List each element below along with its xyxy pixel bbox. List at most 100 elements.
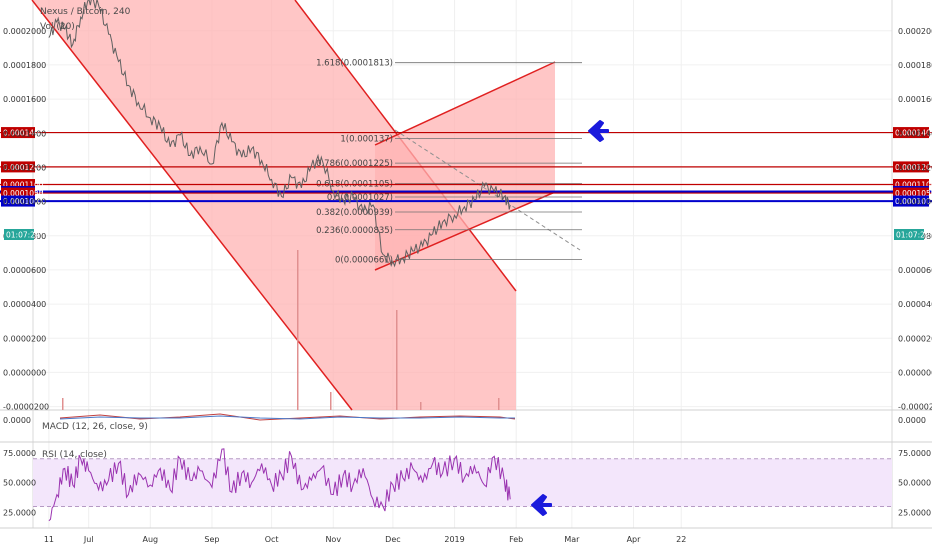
volume-bar (498, 398, 500, 410)
level-badge-right (893, 161, 929, 173)
price-tick-label: 0.0001800 (898, 61, 932, 70)
rsi-title: RSI (14, close) (42, 450, 107, 460)
price-series-line[interactable] (48, 0, 511, 268)
level-label-right: 0.0001100 (895, 181, 932, 190)
timer-label-left: 01:07:22 (6, 231, 40, 240)
time-tick-label: Feb (509, 535, 523, 544)
level-badge-left (1, 161, 35, 173)
level-label-right: 0.0001404 (895, 129, 932, 138)
time-tick-label: Mar (564, 535, 580, 544)
timer-label-right: 01:07:22 (896, 231, 930, 240)
price-tick-label: 0.0000400 (3, 300, 46, 309)
price-tick-label: 0.0000600 (3, 266, 46, 275)
price-tick-label: 0.0001600 (3, 95, 46, 104)
rsi-tick-label: 50.0000 (3, 479, 36, 488)
level-label-left: 0.0001203 (3, 163, 44, 172)
macd-signal-line (59, 415, 515, 420)
level-label-right: 0.0001003 (895, 197, 932, 206)
level-badge-left (1, 179, 35, 190)
arrow-left-icon (531, 494, 552, 516)
level-label-left: 0.0001050 (3, 189, 44, 198)
time-tick-label: Sep (204, 535, 219, 544)
price-tick-label: 0.0001800 (3, 61, 46, 70)
macd-title: MACD (12, 26, close, 9) (42, 422, 148, 432)
time-tick-label: Dec (385, 535, 400, 544)
time-tick-label: 22 (676, 535, 686, 544)
rsi-tick-label: 25.0000 (3, 508, 36, 517)
price-tick-label: 0.0000400 (898, 300, 932, 309)
rsi-tick-label: 75.0000 (898, 449, 931, 458)
level-badge-right (893, 127, 929, 139)
level-label-right: 0.0001050 (895, 189, 932, 198)
level-badge-left (1, 127, 35, 139)
price-tick-label: 0.0000200 (898, 334, 932, 343)
rsi-tick-label: 75.0000 (3, 449, 36, 458)
price-tick-label: -0.0000200 (3, 403, 49, 412)
price-tick-label: 0.0002000 (898, 27, 932, 36)
fib-level-label: 0.5(0.0001027) (327, 193, 393, 203)
time-tick-label: 11 (44, 535, 54, 544)
volume-title: Vol (20) (40, 22, 75, 32)
price-tick-label: 0.0001000 (3, 198, 46, 207)
level-badge-left (1, 187, 35, 199)
channel-lower-line[interactable] (31, 0, 353, 411)
rsi-series-line[interactable] (48, 448, 511, 522)
rsi-axis: 75.0000 75.0000 50.0000 50.0000 25.0000 25.00… (3, 449, 931, 518)
level-label-right: 0.0001203 (895, 163, 932, 172)
price-tick-label: 0.0000200 (3, 334, 46, 343)
descending-channel-fill[interactable] (32, 0, 516, 410)
fib-level-label: 0.786(0.0001225) (316, 159, 393, 169)
rsi-tick-label: 25.0000 (898, 508, 931, 517)
price-tick-label: 0.0001000 (898, 198, 932, 207)
time-axis[interactable]: 11 Jul Aug Sep Oct Nov Dec 2019 Feb Mar Apr 22 (44, 535, 687, 544)
price-tick-label: 0.0001200 (3, 163, 46, 172)
level-badge-left (1, 195, 35, 207)
fib-level-label: 0(0.0000661) (335, 255, 393, 265)
volume-bar (297, 250, 299, 410)
fib-level-label: 0.382(0.0000939) (316, 208, 393, 218)
wedge-fill[interactable] (375, 62, 555, 270)
fibonacci-retracement[interactable]: 1.618(0.0001813) 1(0.000137) 0.786(0.00012… (316, 59, 582, 266)
price-tick-label: 0.0002000 (3, 27, 46, 36)
timer-badge-right (894, 229, 924, 240)
time-tick-label: Oct (265, 535, 279, 544)
arrow-left-icon (588, 120, 609, 142)
price-tick-label: 0.0000000 (898, 368, 932, 377)
drawings-layer (31, 0, 581, 411)
level-badge-right (893, 179, 929, 190)
timer-badge-left (4, 229, 34, 240)
macd-zero-label-right: 0.0000 (898, 416, 926, 425)
price-tick-label: 0.0001400 (3, 129, 46, 138)
price-tick-label: 0.0001200 (898, 163, 932, 172)
fib-level-label: 1(0.000137) (340, 134, 393, 144)
pair-title: Nexus / Bitcoin, 240 (40, 7, 131, 17)
macd-zero-label-left: 0.0000 (3, 416, 31, 425)
time-tick-label: Nov (325, 535, 341, 544)
macd-line (59, 413, 516, 421)
fib-level-label: 0.236(0.0000835) (316, 226, 393, 236)
level-label-left: 0.0001404 (3, 129, 44, 138)
level-label-left: 0.0001003 (3, 197, 44, 206)
price-axis-right[interactable]: 0.00020000.00018000.00016000.00014000.00… (898, 27, 932, 412)
level-badge-right (893, 187, 929, 199)
volume-bar (330, 392, 332, 410)
level-label-left: 0.0001100 (3, 181, 44, 190)
volume-bar (62, 398, 64, 410)
price-tick-label: 0.0000600 (898, 266, 932, 275)
level-badge-right (893, 195, 929, 207)
volume-bar (396, 310, 398, 410)
price-tick-label: 0.0000000 (3, 368, 46, 377)
price-tick-label: 0.0001600 (898, 95, 932, 104)
price-tick-label: -0.0000200 (898, 403, 932, 412)
time-tick-label: Apr (627, 535, 642, 544)
wedge-upper-line[interactable] (374, 61, 556, 146)
price-tick-label: 0.0001400 (898, 129, 932, 138)
volume-bar (420, 402, 422, 410)
time-tick-label: Aug (143, 535, 159, 544)
volume-bars (62, 250, 500, 410)
fib-level-label: 1.618(0.0001813) (316, 59, 393, 69)
time-tick-label: 2019 (444, 535, 464, 544)
